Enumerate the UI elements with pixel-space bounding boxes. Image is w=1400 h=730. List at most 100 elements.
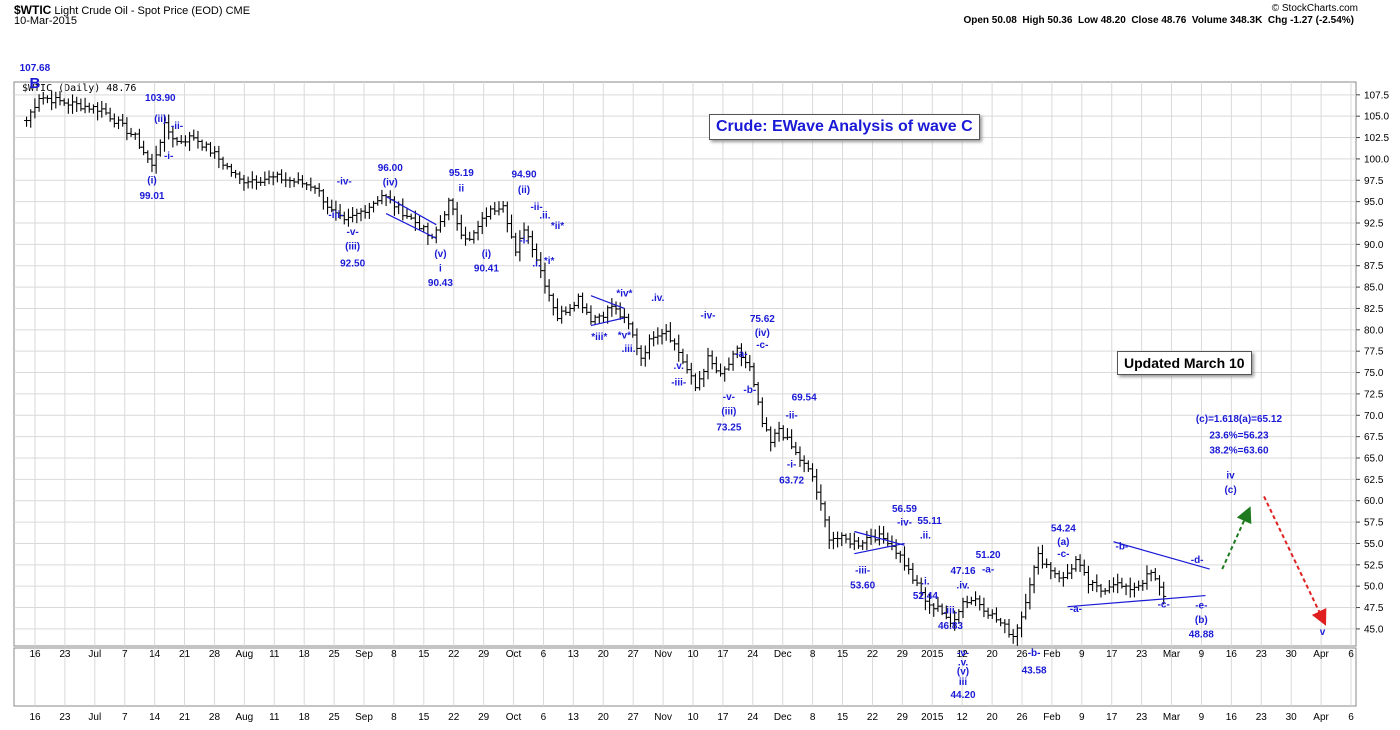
ohlc-bar bbox=[132, 132, 138, 140]
ohlc-bar bbox=[1023, 593, 1029, 620]
wave-label: (c) bbox=[1224, 485, 1236, 496]
wave-label: 38.2%=63.60 bbox=[1209, 446, 1269, 457]
ohlc-bar bbox=[985, 607, 991, 619]
x-tick-label-lower: Oct bbox=[506, 712, 522, 723]
wave-label: 92.50 bbox=[340, 259, 365, 270]
x-tick-label-lower: 15 bbox=[837, 712, 849, 723]
ohlc-bar bbox=[780, 425, 786, 441]
ohlc-bar bbox=[784, 428, 790, 441]
ohlc-bar bbox=[61, 98, 67, 106]
wave-label: (b) bbox=[1195, 615, 1208, 626]
x-tick-label: 24 bbox=[747, 649, 759, 660]
ohlc-bar bbox=[642, 345, 648, 367]
wave-label: 51.20 bbox=[976, 550, 1001, 561]
ohlc-bar bbox=[65, 98, 71, 114]
ohlc-bar bbox=[308, 177, 314, 192]
ohlc-bar bbox=[1085, 565, 1091, 594]
ohlc-bar bbox=[1161, 581, 1167, 605]
x-tick-label-lower: 23 bbox=[59, 712, 71, 723]
wave-label: *iv* bbox=[616, 288, 632, 299]
ohlc-bar bbox=[408, 213, 414, 220]
ohlc-bar bbox=[575, 293, 581, 309]
ohlc-bar bbox=[270, 171, 276, 186]
ohlc-bar bbox=[705, 347, 711, 380]
ohlc-bar bbox=[199, 139, 205, 151]
wave-label: 94.90 bbox=[512, 170, 537, 181]
ohlc-bar bbox=[136, 128, 142, 149]
y-tick-label: 75.0 bbox=[1364, 368, 1384, 379]
x-tick-label-lower: 21 bbox=[179, 712, 191, 723]
x-tick-label-lower: Mar bbox=[1163, 712, 1181, 723]
x-tick-label: 8 bbox=[810, 649, 816, 660]
wave-label: -iii- bbox=[328, 210, 343, 221]
x-tick-label: 11 bbox=[269, 649, 280, 660]
x-tick-label: 26 bbox=[1016, 649, 1028, 660]
x-tick-label: 17 bbox=[1106, 649, 1118, 660]
ohlc-bar bbox=[709, 350, 715, 370]
ohlc-bar bbox=[44, 95, 50, 104]
wave-label-lower: .v. bbox=[958, 657, 969, 668]
ohlc-bar bbox=[826, 516, 832, 549]
ohlc-bar bbox=[36, 94, 42, 112]
x-tick-label: 23 bbox=[59, 649, 71, 660]
wave-label: -v- bbox=[723, 392, 735, 403]
x-tick-label: 30 bbox=[1286, 649, 1298, 660]
x-tick-label: Jul bbox=[88, 649, 101, 660]
ohlc-bar bbox=[1131, 582, 1137, 598]
chart-title: Crude: EWave Analysis of wave C bbox=[716, 118, 973, 135]
x-tick-label: 6 bbox=[541, 649, 547, 660]
ohlc-bar bbox=[57, 91, 63, 106]
ohlc-bar bbox=[584, 303, 590, 315]
wave-label: 90.43 bbox=[428, 278, 453, 289]
wave-label: -b- bbox=[1115, 541, 1128, 552]
ohlc-bar bbox=[187, 131, 193, 151]
ohlc-bar bbox=[818, 484, 824, 511]
ohlc-bar bbox=[793, 441, 799, 456]
y-tick-label: 82.5 bbox=[1364, 304, 1384, 315]
x-tick-label-lower: 8 bbox=[810, 712, 816, 723]
x-tick-label-lower: 6 bbox=[1348, 712, 1354, 723]
x-tick-label-lower: 16 bbox=[29, 712, 41, 723]
wave-label: .v. bbox=[674, 361, 685, 372]
ohlc-bar bbox=[207, 142, 213, 157]
ohlc-bar bbox=[772, 428, 778, 448]
wave-label: -ii- bbox=[171, 121, 183, 132]
projection-arrow bbox=[1263, 496, 1327, 626]
ohlc-bar bbox=[371, 200, 377, 213]
ohlc-bar bbox=[747, 355, 753, 372]
ohlc-bar bbox=[362, 205, 368, 219]
ohlc-bar bbox=[1002, 619, 1008, 634]
ohlc-bar bbox=[910, 562, 916, 584]
wave-label-lower: (v) bbox=[957, 667, 969, 678]
wave-label: -iv- bbox=[897, 518, 912, 529]
y-tick-label: 90.0 bbox=[1364, 240, 1384, 251]
ohlc-bar bbox=[768, 426, 774, 452]
ohlc-bar bbox=[287, 176, 293, 188]
ohlc-bar bbox=[964, 595, 970, 609]
x-tick-label: 22 bbox=[867, 649, 879, 660]
wave-label: (iv) bbox=[383, 177, 398, 188]
x-tick-label: 29 bbox=[478, 649, 490, 660]
wave-label: (a) bbox=[1057, 537, 1069, 548]
wave-label: 63.72 bbox=[779, 476, 804, 487]
ohlc-bar bbox=[609, 298, 615, 317]
ohlc-bar bbox=[684, 354, 690, 374]
y-tick-label: 50.0 bbox=[1364, 582, 1384, 593]
x-tick-label: 25 bbox=[329, 649, 341, 660]
wave-label: .ii. bbox=[920, 530, 931, 541]
y-tick-label: 77.5 bbox=[1364, 347, 1384, 358]
x-tick-label: 15 bbox=[418, 649, 430, 660]
x-tick-label-lower: 27 bbox=[628, 712, 640, 723]
ohlc-bar bbox=[350, 207, 356, 223]
ohlc-bar bbox=[312, 185, 318, 194]
ohlc-bar bbox=[550, 293, 556, 316]
wave-label-lower: 43.58 bbox=[1022, 665, 1047, 676]
x-tick-label-lower: 29 bbox=[478, 712, 490, 723]
ohlc-bar bbox=[998, 617, 1004, 627]
x-tick-label: 20 bbox=[598, 649, 610, 660]
ohlc-bar bbox=[797, 446, 803, 467]
ohlc-bar bbox=[830, 531, 836, 550]
y-tick-label: 100.0 bbox=[1364, 154, 1389, 165]
ohlc-bar bbox=[626, 313, 632, 330]
x-tick-label-lower: 28 bbox=[209, 712, 221, 723]
